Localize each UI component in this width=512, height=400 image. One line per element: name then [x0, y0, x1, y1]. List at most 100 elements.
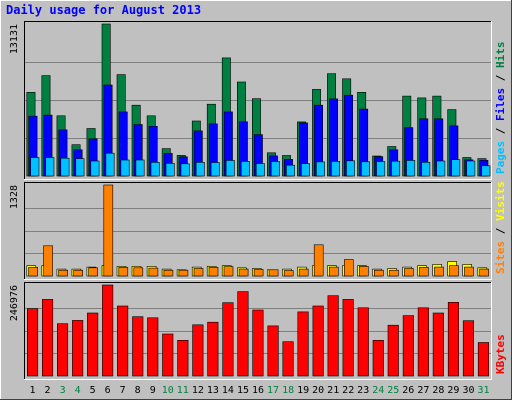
bar-kbytes [342, 299, 354, 377]
bar-kbytes [117, 305, 129, 377]
x-tick-label: 16 [252, 385, 264, 396]
bar-kbytes [192, 324, 204, 377]
bar-kbytes [132, 316, 144, 377]
bar-kbytes [252, 309, 264, 377]
bar-pages [225, 160, 235, 177]
axis-label-part: Sites [494, 241, 507, 274]
axis-label-part: Pages [494, 141, 507, 174]
axis-label-part: KBytes [494, 334, 507, 374]
x-tick-label: 4 [75, 385, 81, 396]
series-pages [30, 152, 491, 177]
bar-sites [133, 267, 144, 277]
panel-visits: 1328 Sites / Visits [9, 181, 507, 280]
bar-sites [479, 268, 489, 277]
x-tick-label: 22 [342, 385, 354, 396]
bar-kbytes [402, 315, 414, 377]
bar-sites [43, 245, 53, 277]
bar-sites [313, 244, 324, 277]
x-tick-label: 18 [282, 385, 294, 396]
bar-kbytes [357, 307, 369, 377]
bar-kbytes [297, 311, 309, 377]
bar-kbytes [41, 299, 54, 377]
bar-kbytes [282, 341, 294, 377]
bar-sites [434, 266, 444, 277]
x-axis-labels: 1 2 3 4 5 6 7 8 9 10 11 12 13 14 15 16 17 18 19 20 21 22 23 24 2… [29, 385, 489, 396]
x-tick-label: 9 [150, 385, 156, 396]
bar-pages [376, 161, 386, 177]
bar-kbytes [462, 320, 475, 377]
x-tick-label: 24 [372, 385, 384, 396]
x-tick-label: 12 [192, 385, 204, 396]
x-tick-label: 19 [297, 385, 309, 396]
bar-pages [285, 164, 295, 177]
bar-sites [373, 269, 384, 277]
bar-kbytes [87, 312, 99, 377]
x-tick-label: 5 [90, 385, 96, 396]
x-tick-label: 15 [237, 385, 249, 396]
bar-sites [28, 267, 38, 277]
bar-pages [105, 152, 115, 177]
bar-kbytes [447, 301, 460, 377]
bar-kbytes [147, 317, 159, 377]
bar-sites [178, 269, 189, 277]
x-tick-label: 3 [60, 385, 66, 396]
x-tick-label: 28 [432, 385, 444, 396]
axis-label-part: / [494, 121, 507, 141]
axis-label-part: / [494, 221, 507, 241]
bar-pages [436, 160, 446, 177]
bar-pages [60, 157, 70, 177]
bar-pages [150, 162, 160, 177]
bar-pages [391, 160, 401, 177]
bar-pages [120, 159, 130, 177]
bar-sites [449, 265, 459, 277]
axis-label-part: Hits [494, 42, 507, 69]
bar-pages [270, 161, 280, 177]
bar-sites [238, 268, 249, 277]
panel-kbytes-axis-label: KBytes [494, 334, 507, 374]
bar-sites [73, 269, 83, 277]
bar-kbytes [417, 307, 429, 377]
bar-pages [135, 159, 145, 177]
bar-kbytes [102, 284, 114, 377]
bar-pages [451, 159, 461, 177]
bar-pages [240, 161, 250, 177]
bar-kbytes [207, 321, 219, 377]
bar-sites [358, 266, 369, 277]
bar-sites [223, 266, 234, 277]
x-tick-label: 10 [162, 385, 174, 396]
x-tick-label: 2 [44, 385, 50, 396]
x-tick-label: 1 [29, 385, 35, 396]
x-tick-label: 27 [417, 385, 429, 396]
bar-sites [208, 267, 219, 277]
axis-label-part: / [494, 68, 507, 88]
bar-kbytes [312, 305, 324, 377]
series-kbytes [26, 284, 490, 377]
bar-sites [389, 269, 399, 277]
bar-sites [163, 269, 174, 277]
axis-label-part: Visits [494, 181, 507, 221]
bar-kbytes [162, 333, 174, 377]
bar-kbytes [222, 302, 234, 377]
bar-sites [118, 267, 129, 277]
bar-kbytes [237, 291, 249, 377]
x-tick-label: 7 [120, 385, 126, 396]
bar-kbytes [432, 312, 444, 377]
x-tick-label: 6 [105, 385, 111, 396]
x-tick-label: 17 [267, 385, 279, 396]
bar-sites [253, 269, 264, 277]
x-tick-label: 25 [387, 385, 399, 396]
panel-visits-axis-label: Sites / Visits [494, 181, 507, 274]
bar-sites [193, 268, 204, 277]
panel-visits-frame [24, 182, 492, 279]
bar-pages [315, 161, 325, 177]
bar-pages [466, 160, 476, 177]
panel-hits: 13131 Pages / Files / Hits [9, 21, 507, 180]
x-tick-label: 13 [207, 385, 219, 396]
bar-pages [255, 163, 265, 177]
bar-pages [165, 163, 175, 177]
chart-panels: 13131 Pages / Files / Hits 1328 Sites / Vis… [9, 21, 507, 380]
bar-kbytes [372, 339, 384, 377]
bar-sites [464, 266, 474, 277]
bar-sites [103, 184, 114, 277]
bar-kbytes [72, 320, 84, 377]
